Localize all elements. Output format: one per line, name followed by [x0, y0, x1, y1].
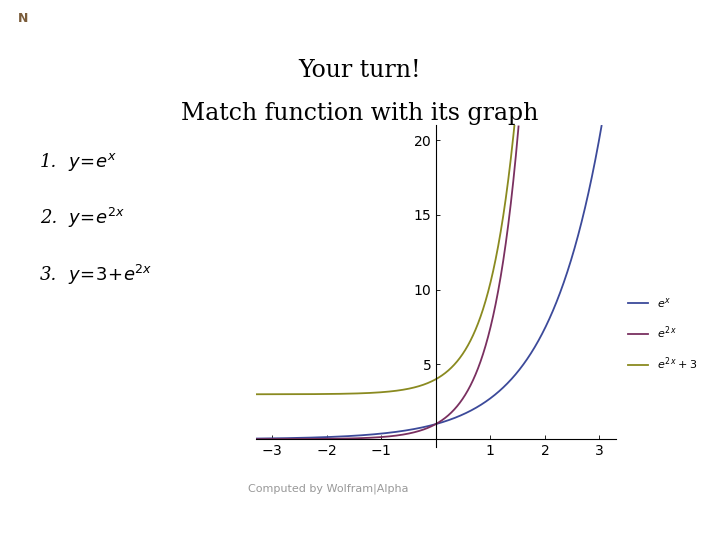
Text: 2.: 2. — [40, 210, 57, 227]
Legend: $e^{x}$, $e^{2\,x}$, $e^{2\,x}+3$: $e^{x}$, $e^{2\,x}$, $e^{2\,x}+3$ — [629, 296, 698, 372]
Text: 2019-2020: 2019-2020 — [614, 518, 706, 534]
Text: 1.: 1. — [40, 153, 57, 171]
Text: Foundation Year Program: Foundation Year Program — [505, 14, 706, 27]
Text: Computed by Wolfram|Alpha: Computed by Wolfram|Alpha — [248, 484, 409, 494]
Bar — [4, 3, 43, 37]
Text: NAZARBAYEV: NAZARBAYEV — [54, 9, 111, 17]
Text: N: N — [18, 12, 28, 25]
Text: $y\!=\!e^{2x}$: $y\!=\!e^{2x}$ — [68, 206, 125, 231]
Text: $y\!=\!3\!+\!e^{2x}$: $y\!=\!3\!+\!e^{2x}$ — [68, 262, 153, 287]
Text: 3.: 3. — [40, 266, 57, 284]
Text: Your turn!: Your turn! — [299, 59, 421, 83]
Text: UNIVERSITY: UNIVERSITY — [54, 23, 106, 32]
Text: Match function with its graph: Match function with its graph — [181, 102, 539, 125]
Text: $y\!=\!e^{x}$: $y\!=\!e^{x}$ — [68, 151, 117, 173]
